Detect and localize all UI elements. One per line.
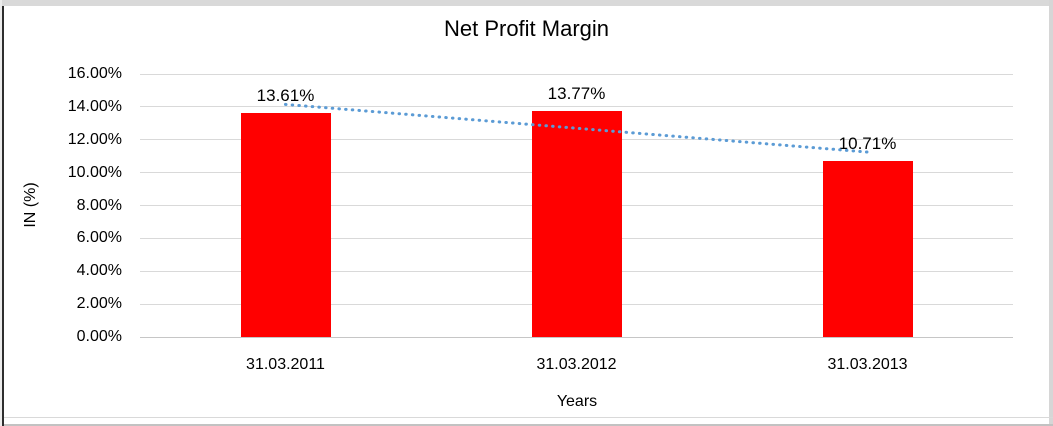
- y-tick-label: 2.00%: [76, 295, 122, 313]
- bar-data-label: 10.71%: [838, 133, 897, 153]
- gridline: [140, 106, 1013, 108]
- y-tick-label: 6.00%: [76, 229, 122, 247]
- x-category-label: 31.03.2012: [536, 356, 617, 373]
- y-tick-label: 14.00%: [67, 97, 122, 115]
- gridline: [140, 73, 1013, 75]
- bar: [240, 113, 331, 337]
- x-category-label: 31.03.2013: [827, 356, 908, 373]
- y-axis-title: IN (%): [22, 182, 39, 228]
- chart-title: Net Profit Margin: [443, 16, 610, 41]
- y-tick-label: 12.00%: [67, 130, 122, 148]
- gridline: [140, 336, 1013, 338]
- y-tick-label: 4.00%: [76, 262, 122, 280]
- y-tick-label: 0.00%: [76, 328, 122, 345]
- x-category-label: 31.03.2011: [246, 356, 325, 373]
- y-tick-label: 16.00%: [67, 65, 122, 82]
- y-tick-label: 10.00%: [67, 163, 122, 181]
- y-tick-label: 8.00%: [76, 196, 122, 214]
- bar: [531, 110, 622, 337]
- bar: [822, 160, 913, 337]
- x-axis-title: Years: [556, 393, 598, 410]
- bar-data-label: 13.77%: [547, 83, 606, 103]
- bar-data-label: 13.61%: [256, 86, 315, 106]
